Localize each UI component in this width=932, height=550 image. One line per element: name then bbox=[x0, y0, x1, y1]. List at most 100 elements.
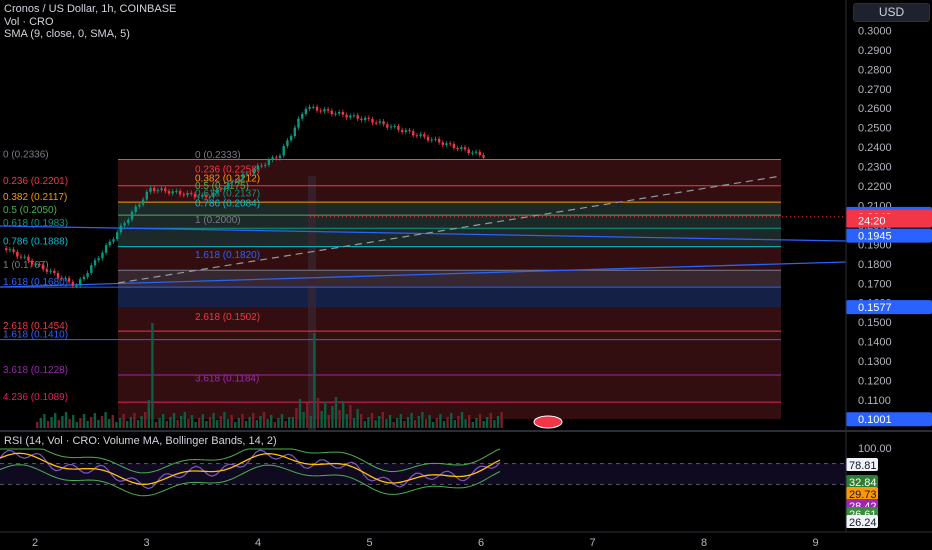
candle-body bbox=[30, 260, 34, 265]
candle-body bbox=[101, 252, 104, 259]
candle-body bbox=[460, 147, 463, 149]
rsi-ma-line bbox=[0, 452, 501, 485]
volume-bar bbox=[54, 413, 57, 428]
candle-body bbox=[241, 174, 245, 179]
candle-body bbox=[467, 149, 470, 154]
candle-body bbox=[12, 249, 15, 252]
candle-body bbox=[27, 256, 30, 261]
candle-body bbox=[356, 115, 359, 119]
volume-bar bbox=[57, 420, 60, 428]
volume-bar bbox=[417, 416, 420, 428]
candle-body bbox=[145, 191, 148, 200]
volume-bar bbox=[39, 418, 42, 428]
candle-body bbox=[16, 251, 19, 257]
price-tick: 0.1200 bbox=[858, 376, 892, 388]
price-tag-box bbox=[846, 228, 932, 243]
volume-bar bbox=[64, 412, 68, 428]
volume-bar bbox=[288, 417, 291, 428]
candle-body bbox=[415, 135, 419, 137]
volume-bar bbox=[205, 421, 208, 428]
volume-bar bbox=[450, 413, 453, 428]
candle-body bbox=[23, 256, 26, 258]
time-tick: 5 bbox=[367, 537, 373, 549]
candle-body bbox=[208, 197, 211, 199]
volume-bar bbox=[79, 418, 82, 428]
volume-bar bbox=[226, 419, 230, 428]
time-tick: 9 bbox=[813, 537, 819, 549]
volume-bar bbox=[460, 412, 464, 428]
candle-body bbox=[323, 109, 326, 112]
candle-body bbox=[478, 151, 481, 155]
volume-bar bbox=[406, 417, 410, 428]
candle-body bbox=[67, 278, 71, 282]
volume-bar bbox=[140, 416, 143, 428]
volume-bar bbox=[331, 406, 334, 428]
rsi-tag-box bbox=[846, 458, 878, 471]
volume-bar bbox=[500, 412, 503, 428]
candle-body bbox=[178, 190, 182, 195]
volume-bar bbox=[72, 415, 75, 428]
price-tick: 0.1400 bbox=[858, 337, 892, 349]
volume-bar bbox=[219, 416, 222, 428]
volume-bar bbox=[295, 408, 298, 428]
volume-bar bbox=[61, 416, 64, 428]
volume-bar bbox=[414, 420, 417, 428]
volume-bar bbox=[90, 417, 93, 428]
volume-bar bbox=[259, 416, 262, 428]
fib-right-label: 0.786 (0.2084) bbox=[195, 199, 260, 210]
volume-bar bbox=[439, 414, 442, 428]
volume-bar bbox=[309, 416, 312, 428]
volume-bar bbox=[410, 413, 413, 428]
candle-body bbox=[312, 106, 315, 108]
rsi-legend[interactable]: RSI (14, Vol · CRO: Volume MA, Bollinger… bbox=[4, 435, 277, 447]
volume-bar bbox=[183, 412, 186, 428]
volume-bar bbox=[327, 415, 330, 428]
volume-bar bbox=[302, 412, 305, 428]
fib-right-label: 1.618 (0.1820) bbox=[195, 250, 260, 261]
volume-bar bbox=[100, 416, 104, 428]
candle-body bbox=[260, 165, 263, 167]
price-tag: 0.1001 bbox=[858, 414, 892, 426]
candle-body bbox=[360, 118, 363, 121]
volume-bar bbox=[151, 323, 154, 428]
volume-bar bbox=[388, 415, 392, 428]
volume-bar bbox=[136, 420, 140, 428]
volume-bar bbox=[475, 418, 478, 428]
volume-bar bbox=[248, 417, 251, 428]
volume-bar bbox=[345, 414, 348, 428]
volume-bar bbox=[370, 413, 374, 428]
candle-body bbox=[93, 260, 97, 266]
fib-left-label: 0.5 (0.2050) bbox=[3, 205, 57, 216]
volume-bar bbox=[306, 403, 309, 428]
candle-body bbox=[267, 159, 271, 165]
volume-bar bbox=[255, 420, 258, 428]
candle-body bbox=[112, 239, 115, 242]
candle-body bbox=[234, 181, 237, 183]
volume-bar bbox=[334, 397, 338, 428]
volume-bar bbox=[396, 418, 399, 428]
candle-body bbox=[304, 108, 308, 115]
volume-bar bbox=[428, 415, 431, 428]
candle-body bbox=[219, 189, 222, 191]
volume-bar bbox=[169, 417, 172, 428]
volume-bar bbox=[75, 422, 78, 428]
pane-separator[interactable] bbox=[0, 430, 932, 432]
candle-body bbox=[97, 258, 100, 261]
candle-body bbox=[223, 188, 226, 190]
symbol-legend[interactable]: Cronos / US Dollar, 1h, COINBASE bbox=[4, 3, 177, 15]
price-tick: 0.2600 bbox=[858, 103, 892, 115]
sma-legend[interactable]: SMA (9, close, 0, SMA, 5) bbox=[4, 28, 130, 40]
candle-body bbox=[363, 117, 367, 121]
candle-body bbox=[153, 187, 156, 192]
currency-button[interactable]: USD bbox=[853, 3, 930, 22]
rsi-background bbox=[0, 463, 846, 485]
candle-body bbox=[412, 131, 415, 136]
volume-legend[interactable]: Vol · CRO bbox=[4, 16, 54, 28]
fib-left-label: 0 (0.2336) bbox=[3, 150, 49, 161]
volume-bar bbox=[392, 422, 395, 428]
candle-body bbox=[271, 157, 274, 160]
time-tick: 7 bbox=[590, 537, 596, 549]
candle-body bbox=[149, 187, 152, 192]
price-tick: 0.2400 bbox=[858, 142, 892, 154]
